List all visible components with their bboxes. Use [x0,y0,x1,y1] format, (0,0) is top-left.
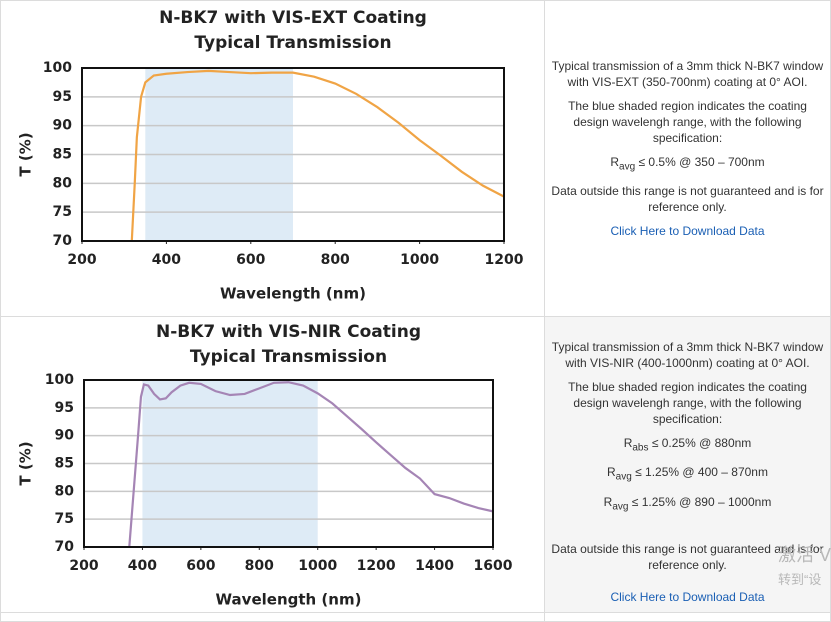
chart: N-BK7 with VIS-NIR Coating Typical Transm… [17,322,513,609]
disclaimer: Data outside this range is not guarantee… [551,184,824,215]
y-axis-label: T (%) [17,132,35,176]
chart: N-BK7 with VIS-EXT Coating Typical Transm… [17,8,524,303]
y-tick-label: 75 [53,204,72,220]
spec-line: Ravg ≤ 1.25% @ 890 – 1000nm [551,494,824,515]
x-tick-label: 800 [321,252,350,268]
table-cell [544,612,831,622]
x-tick-label: 400 [152,252,181,268]
x-axis-label: Wavelength (nm) [216,591,362,609]
spec-list: Rabs ≤ 0.25% @ 880nm Ravg ≤ 1.25% @ 400 –… [551,435,824,515]
y-tick-label: 80 [55,483,75,499]
y-tick-label: 100 [43,60,72,76]
x-tick-label: 600 [186,558,215,574]
chart-title: N-BK7 with VIS-NIR Coating [156,322,421,342]
y-tick-label: 95 [53,89,72,105]
spec-subscript: avg [612,501,629,513]
chart-subtitle: Typical Transmission [190,347,387,367]
spec-line: Rabs ≤ 0.25% @ 880nm [551,435,824,456]
spec-symbol: R [623,436,633,450]
chart-title: N-BK7 with VIS-EXT Coating [159,8,427,28]
spec-text: ≤ 1.25% @ 400 – 870nm [631,465,768,480]
link-row: Click Here to Download Data [551,589,824,605]
description-cell: Typical transmission of a 3mm thick N-BK… [544,316,831,613]
x-tick-label: 1000 [400,252,439,268]
x-tick-label: 1200 [485,252,524,268]
spec-line: Ravg ≤ 0.5% @ 350 – 700nm [551,154,824,175]
chart-cell: N-BK7 with VIS-EXT Coating Typical Transm… [0,0,545,317]
x-tick-label: 400 [128,558,157,574]
data-line [130,69,505,242]
spec-subscript: avg [619,161,636,173]
y-tick-label: 90 [55,428,75,444]
chart-cell: N-BK7 with VIS-NIR Coating Typical Transm… [0,316,545,613]
x-tick-label: 1600 [474,558,513,574]
x-tick-label: 600 [236,252,265,268]
table-cell [0,612,545,622]
plot-frame [81,67,505,242]
data-line [128,381,494,548]
spec-text: ≤ 0.25% @ 880nm [648,436,752,450]
description: The blue shaded region indicates the coa… [568,380,807,426]
download-link[interactable]: Click Here to Download Data [610,224,765,239]
y-tick-label: 75 [55,511,74,527]
x-tick-label: 1200 [357,558,396,574]
spec-subscript: abs [632,442,649,454]
y-tick-label: 70 [53,233,73,249]
link-row: Click Here to Download Data [551,223,824,239]
spec-symbol: R [607,465,616,480]
x-tick-label: 200 [69,558,98,574]
spec-list: Ravg ≤ 0.5% @ 350 – 700nm [551,154,824,175]
plot-frame [83,379,494,548]
y-tick-label: 80 [53,175,73,191]
y-tick-label: 70 [55,539,75,555]
y-tick-label: 90 [53,118,73,134]
x-tick-label: 200 [67,252,96,268]
y-tick-label: 95 [55,400,74,416]
spec-subscript: avg [615,471,632,483]
x-axis-label: Wavelength (nm) [220,285,366,303]
chart-subtitle: Typical Transmission [194,33,391,53]
x-tick-label: 1400 [415,558,454,574]
y-tick-label: 85 [53,147,72,163]
watermark: 激活 V [778,545,831,565]
watermark: 转到“设 [778,572,822,587]
spec-text: ≤ 1.25% @ 890 – 1000nm [628,494,772,509]
disclaimer: Data outside this range is not guarantee… [551,542,824,573]
description: Typical transmission of a 3mm thick N-BK… [551,340,824,370]
y-tick-label: 100 [45,372,74,388]
description: Typical transmission of a 3mm thick N-BK… [551,59,824,89]
y-axis-label: T (%) [17,441,35,485]
spec-line: Ravg ≤ 1.25% @ 400 – 870nm [551,464,824,485]
x-tick-label: 800 [245,558,274,574]
y-tick-label: 85 [55,456,74,472]
spec-symbol: R [610,155,620,169]
spec-symbol: R [603,494,613,509]
description: The blue shaded region indicates the coa… [568,99,807,145]
spec-text: ≤ 0.5% @ 350 – 700nm [635,155,765,169]
x-tick-label: 1000 [298,558,337,574]
download-link[interactable]: Click Here to Download Data [610,590,765,605]
description-cell: Typical transmission of a 3mm thick N-BK… [544,0,831,317]
